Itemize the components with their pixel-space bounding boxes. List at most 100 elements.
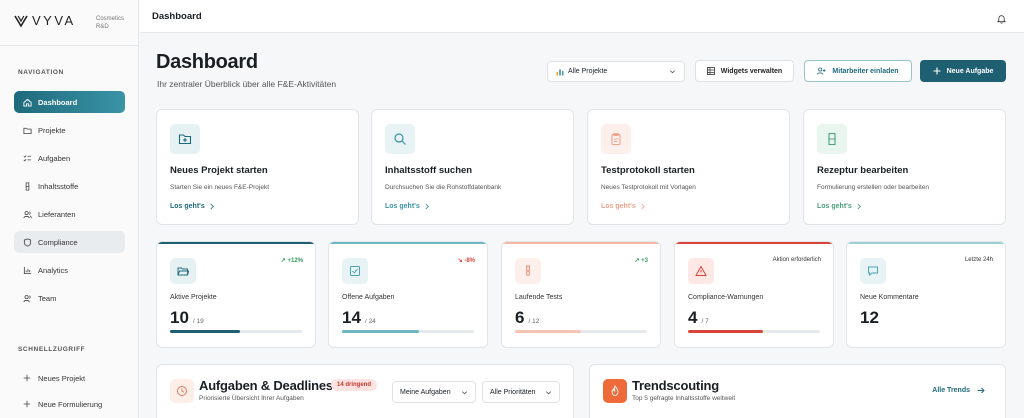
- kpi-progress-fill: [688, 330, 764, 333]
- quick-action-link[interactable]: Los geht's: [601, 203, 646, 210]
- kpi-trend: ↗ +3: [634, 257, 648, 264]
- quick-action-link[interactable]: Los geht's: [170, 203, 215, 210]
- kpi-value-number: 6: [515, 308, 525, 327]
- sidebar-item-dashboard[interactable]: Dashboard: [14, 91, 125, 113]
- sidebar-item-label: Compliance: [38, 237, 78, 247]
- quick-action-desc: Durchsuchen Sie die Rohstoffdatenbank: [385, 184, 502, 191]
- plus-icon: [22, 373, 32, 383]
- quick-new-project[interactable]: Neues Projekt: [14, 367, 125, 389]
- quick-action-link[interactable]: Los geht's: [385, 203, 430, 210]
- flame-icon: [603, 379, 627, 403]
- quick-action-title: Inhaltsstoff suchen: [385, 165, 473, 176]
- quick-action-desc: Starten Sie ein neues F&E-Projekt: [170, 184, 269, 191]
- chevron-right-icon: [856, 203, 862, 210]
- kpi-accent-bar: [502, 242, 660, 244]
- sidebar-item-analytics[interactable]: Analytics: [14, 259, 125, 281]
- brand-subtitle-line1: Cosmetics: [96, 16, 125, 22]
- clock-icon: [170, 379, 194, 403]
- chevron-down-icon: [461, 389, 468, 398]
- brand-logo[interactable]: VYVA: [14, 13, 76, 28]
- kpi-accent-bar: [675, 242, 833, 244]
- kpi-value-number: 4: [688, 308, 698, 327]
- kpi-value: 4/ 7: [688, 308, 709, 328]
- kpi-value-number: 10: [170, 308, 189, 327]
- sidebar-item-lieferanten[interactable]: Lieferanten: [14, 203, 125, 225]
- all-trends-link[interactable]: Alle Trends: [932, 387, 985, 394]
- topbar: Dashboard: [140, 0, 1024, 33]
- sidebar-item-label: Analytics: [38, 265, 69, 275]
- quick-new-formulation[interactable]: Neue Formulierung: [14, 393, 125, 415]
- user-plus-icon: [817, 67, 826, 75]
- quick-action-link-label: Los geht's: [385, 203, 420, 210]
- kpi-value-number: 14: [342, 308, 361, 327]
- chevron-right-icon: [424, 203, 430, 210]
- quick-action-card[interactable]: Rezeptur bearbeiten Formulierung erstell…: [803, 109, 1006, 225]
- kpi-total: / 24: [364, 318, 376, 325]
- project-select[interactable]: Alle Projekte: [547, 61, 685, 82]
- quick-action-link-label: Los geht's: [601, 203, 636, 210]
- kpi-card-new-comments[interactable]: Letzte 24h Neue Kommentare 12: [846, 241, 1006, 348]
- kpi-card-open-tasks[interactable]: ↘ -8% Offene Aufgaben 14/ 24: [328, 241, 488, 348]
- kpi-accent-bar: [329, 242, 487, 244]
- sidebar-item-aufgaben[interactable]: Aufgaben: [14, 147, 125, 169]
- new-task-button[interactable]: Neue Aufgabe: [920, 60, 1006, 82]
- sidebar-item-team[interactable]: Team: [14, 287, 125, 309]
- list-checks-icon: [22, 153, 32, 163]
- check-square-icon: [342, 258, 368, 284]
- kpi-progress-fill: [342, 330, 419, 333]
- quick-action-card[interactable]: Inhaltsstoff suchen Durchsuchen Sie die …: [371, 109, 574, 225]
- priority-filter-select[interactable]: Alle Prioritäten: [482, 381, 560, 403]
- plus-icon: [22, 399, 32, 409]
- clipboard-icon: [601, 124, 631, 154]
- sidebar-item-projekte[interactable]: Projekte: [14, 119, 125, 141]
- kpi-trend-value: +12%: [287, 258, 303, 264]
- sidebar-item-compliance[interactable]: Compliance: [14, 231, 125, 253]
- quick-action-card[interactable]: Testprotokoll starten Neues Testprotokol…: [587, 109, 790, 225]
- kpi-card-compliance-warnings[interactable]: Aktion erforderlich Compliance-Warnungen…: [674, 241, 834, 348]
- tasks-panel-subtitle: Priorisierte Übersicht Ihrer Aufgaben: [199, 395, 304, 402]
- test-tube-icon: [515, 258, 541, 284]
- trend-panel: Trendscouting Top 5 gefragte Inhaltsstof…: [589, 364, 1006, 418]
- widgets-button[interactable]: Widgets verwalten: [695, 60, 794, 82]
- kpi-label: Compliance-Warnungen: [688, 294, 764, 301]
- bell-icon[interactable]: [996, 11, 1007, 29]
- urgent-badge: 14 dringend: [331, 379, 378, 391]
- plus-icon: [933, 67, 941, 75]
- kpi-value: 6/ 12: [515, 308, 539, 328]
- chevron-right-icon: [640, 203, 646, 210]
- sidebar-item-inhaltsstoffe[interactable]: Inhaltsstoffe: [14, 175, 125, 197]
- tasks-panel: Aufgaben & Deadlines Priorisierte Übersi…: [156, 364, 574, 418]
- trend-panel-title: Trendscouting: [632, 378, 719, 393]
- kpi-progress-fill: [170, 330, 240, 333]
- sidebar-divider: [0, 45, 139, 46]
- kpi-label: Aktive Projekte: [170, 294, 217, 301]
- new-task-button-label: Neue Aufgabe: [946, 67, 994, 75]
- arrow-right-icon: [977, 387, 985, 394]
- sidebar-item-label: Projekte: [38, 125, 66, 135]
- chevron-down-icon: [545, 389, 552, 398]
- task-filter-select[interactable]: Meine Aufgaben: [392, 381, 476, 403]
- quick-item-label: Neue Formulierung: [38, 399, 103, 409]
- project-select-value: Alle Projekte: [568, 68, 608, 75]
- kpi-status: Letzte 24h: [964, 257, 993, 263]
- quick-action-title: Neues Projekt starten: [170, 165, 268, 176]
- kpi-total: / 19: [192, 318, 204, 325]
- kpi-value-number: 12: [860, 308, 879, 327]
- chevron-down-icon: [669, 68, 676, 77]
- sidebar-item-label: Inhaltsstoffe: [38, 181, 79, 191]
- kpi-progress: [515, 330, 647, 333]
- kpi-progress: [170, 330, 302, 333]
- kpi-progress: [688, 330, 820, 333]
- kpi-label: Neue Kommentare: [860, 294, 919, 301]
- invite-button[interactable]: Mitarbeiter einladen: [804, 60, 912, 82]
- invite-button-label: Mitarbeiter einladen: [832, 67, 899, 75]
- bar-chart-icon: [22, 265, 32, 275]
- kpi-total: / 12: [528, 318, 540, 325]
- quick-action-card[interactable]: Neues Projekt starten Starten Sie ein ne…: [156, 109, 359, 225]
- tasks-panel-title: Aufgaben & Deadlines: [199, 378, 333, 393]
- kpi-card-active-projects[interactable]: ↗ +12% Aktive Projekte 10/ 19: [156, 241, 316, 348]
- kpi-card-running-tests[interactable]: ↗ +3 Laufende Tests 6/ 12: [501, 241, 661, 348]
- flask-icon: [22, 181, 32, 191]
- quick-action-link[interactable]: Los geht's: [817, 203, 862, 210]
